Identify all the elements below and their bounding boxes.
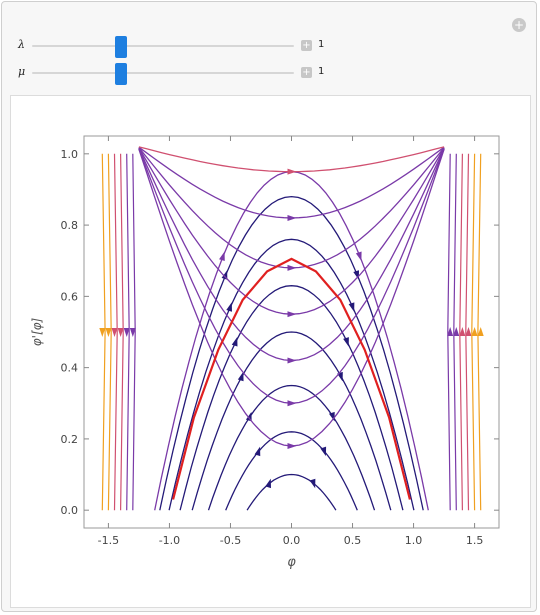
stream-line-inner: [246, 473, 337, 511]
stream-line-inner: [207, 384, 376, 511]
stream-arrow: [231, 337, 238, 347]
stream-line-edge: [465, 153, 470, 511]
stream-arrow: [117, 327, 124, 337]
y-tick-label: 0.0: [61, 504, 79, 517]
highlight-curve: [172, 257, 411, 500]
stream-line-inner: [225, 431, 358, 511]
lambda-control: λ + 1: [2, 36, 540, 58]
plot-frame: -1.5 -1.0 -0.5 0.0 0.5 1.0 1.5 0.0 0.2 0.4 0.6 0.8 1…: [10, 95, 531, 608]
stream-plot: -1.5 -1.0 -0.5 0.0 0.5 1.0 1.5 0.0 0.2 0.4 0.6 0.8 1…: [30, 135, 500, 570]
stream-arrow: [348, 302, 355, 312]
stream-line-outer: [138, 146, 445, 173]
stream-line-edge: [107, 153, 112, 511]
x-tick-label: 0.5: [344, 534, 362, 547]
x-tick-label: 1.5: [466, 534, 484, 547]
y-axis-label: φ'[φ]: [30, 317, 44, 346]
stream-line-inner: [191, 331, 392, 511]
stream-line-edge: [453, 153, 457, 511]
y-tick-label: 0.6: [61, 290, 79, 303]
lambda-label: λ: [18, 38, 25, 51]
x-tick-label: 1.0: [405, 534, 423, 547]
stream-line-outer: [138, 147, 445, 269]
stream-line-edge: [471, 153, 476, 511]
stream-arrow: [129, 327, 136, 337]
stream-arrow: [309, 478, 316, 489]
stream-line-inner: [154, 170, 429, 511]
x-axis-label: φ: [287, 555, 296, 570]
stream-line-edge: [132, 153, 136, 511]
x-tick-label: 0.0: [283, 534, 301, 547]
x-tick-label: -1.5: [98, 534, 119, 547]
y-tick-label: 0.4: [61, 362, 79, 375]
mu-expand-icon[interactable]: +: [301, 67, 312, 78]
stream-arrow: [287, 264, 297, 271]
mu-control: μ + 1: [2, 63, 540, 85]
lambda-expand-icon[interactable]: +: [301, 40, 312, 51]
stream-arrow: [471, 327, 478, 337]
stream-arrow: [320, 446, 327, 457]
y-tick-label: 0.8: [61, 219, 79, 232]
mu-slider-track[interactable]: [32, 63, 294, 85]
stream-line-edge: [101, 153, 106, 511]
stream-arrow: [459, 327, 466, 337]
x-tick-label: -1.0: [159, 534, 180, 547]
stream-line-edge: [126, 153, 130, 511]
stream-arrow: [237, 371, 244, 382]
x-tick-label: -0.5: [220, 534, 241, 547]
stream-line-inner: [179, 285, 404, 511]
stream-line-edge: [447, 153, 451, 511]
stream-arrow: [265, 478, 271, 489]
stream-line-outer: [138, 148, 445, 404]
stream-line-edge: [113, 153, 118, 511]
stream-arrow: [287, 357, 297, 364]
stream-arrow: [287, 214, 297, 221]
stream-arrow: [287, 443, 297, 450]
stream-arrow: [254, 446, 261, 457]
mu-slider-thumb[interactable]: [115, 63, 128, 85]
lambda-slider-track[interactable]: [32, 36, 294, 58]
options-icon[interactable]: +: [512, 18, 526, 32]
stream-line-edge: [459, 153, 463, 511]
y-tick-label: 1.0: [61, 148, 79, 161]
stream-arrow: [287, 311, 297, 318]
stream-arrow: [287, 400, 297, 407]
y-tick-label: 0.2: [61, 433, 79, 446]
stream-arrow: [343, 337, 349, 347]
stream-arrow: [105, 327, 112, 337]
stream-line-edge: [477, 153, 482, 511]
stream-line-outer: [138, 148, 445, 362]
stream-arrow: [111, 327, 118, 337]
stream-line-inner: [159, 195, 424, 511]
stream-arrow: [465, 327, 472, 337]
stream-arrow: [123, 327, 130, 337]
stream-arrow: [219, 251, 225, 261]
stream-arrow: [447, 327, 454, 337]
stream-arrow: [226, 302, 232, 312]
stream-arrow: [99, 327, 106, 337]
stream-arrow: [453, 327, 460, 337]
stream-arrow: [287, 168, 297, 175]
stream-line-edge: [120, 153, 124, 511]
lambda-slider-thumb[interactable]: [115, 36, 128, 58]
stream-arrow: [477, 327, 484, 337]
stream-line-inner: [168, 238, 415, 511]
lambda-value: 1: [318, 39, 325, 50]
mu-value: 1: [318, 66, 325, 77]
stream-arrow: [355, 251, 362, 262]
mu-label: μ: [18, 65, 26, 78]
